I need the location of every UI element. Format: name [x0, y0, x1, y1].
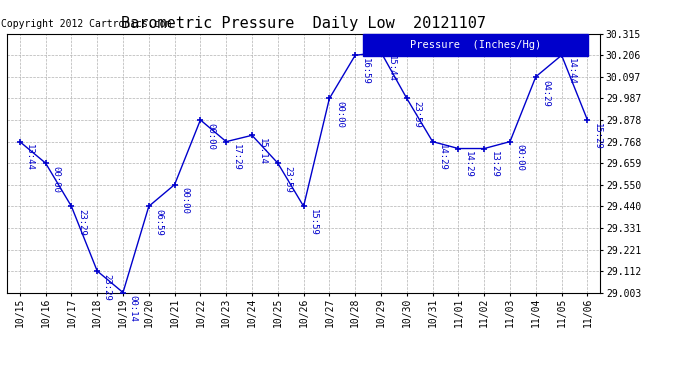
Text: 15:59: 15:59 [309, 209, 318, 236]
Text: 00:00: 00:00 [515, 144, 524, 171]
Text: 00:00: 00:00 [51, 166, 60, 193]
Text: 13:29: 13:29 [490, 151, 499, 178]
Text: 06:59: 06:59 [155, 209, 164, 236]
Text: 14:44: 14:44 [567, 58, 576, 85]
Text: 00:00: 00:00 [206, 123, 215, 150]
Text: 16:59: 16:59 [361, 58, 370, 85]
Text: Pressure  (Inches/Hg): Pressure (Inches/Hg) [410, 40, 542, 50]
Text: 00:00: 00:00 [335, 101, 344, 128]
Text: 00:00: 00:00 [180, 188, 189, 214]
Title: Barometric Pressure  Daily Low  20121107: Barometric Pressure Daily Low 20121107 [121, 16, 486, 31]
Text: 23:59: 23:59 [284, 166, 293, 193]
Text: 15:44: 15:44 [386, 55, 395, 82]
Text: 23:29: 23:29 [77, 209, 86, 236]
Text: 04:29: 04:29 [542, 80, 551, 106]
Text: 17:29: 17:29 [232, 144, 241, 171]
Text: 14:29: 14:29 [438, 144, 447, 171]
Text: 14:29: 14:29 [464, 151, 473, 178]
Text: 23:29: 23:29 [103, 274, 112, 301]
Text: 23:59: 23:59 [413, 101, 422, 128]
Text: 13:44: 13:44 [26, 144, 34, 171]
Bar [363, 34, 589, 56]
Text: 15:14: 15:14 [257, 138, 266, 165]
Text: 00:14: 00:14 [128, 295, 137, 322]
Text: Copyright 2012 Cartronics.com: Copyright 2012 Cartronics.com [1, 19, 171, 28]
Text: 15:29: 15:29 [593, 123, 602, 150]
